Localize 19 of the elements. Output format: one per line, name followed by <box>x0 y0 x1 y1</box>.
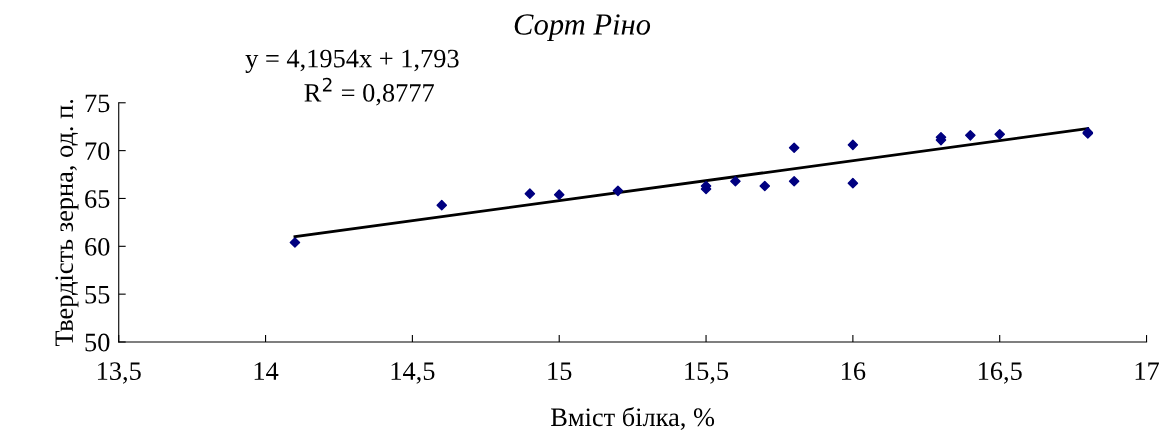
y-tick-label: 55 <box>85 286 110 304</box>
x-tick-label: 17 <box>1135 362 1159 380</box>
x-tick-label: 15 <box>548 362 572 381</box>
text: y = 4,1954x + 1,793 <box>245 49 459 73</box>
x-tick-label: 13,5 <box>97 362 141 384</box>
x-tick-label: 15,5 <box>685 362 729 384</box>
annotation: R$^{2}$ = 0,8777 <box>304 77 434 106</box>
y-tick-label: 60 <box>85 237 110 256</box>
x-tick-label: 14 <box>254 362 279 380</box>
x-tick-label: 16 <box>842 362 866 381</box>
x-tick-label: 16,5 <box>978 362 1022 384</box>
y-axis-title: Твердість зерна, од. п. <box>55 99 79 347</box>
chart-title: Сорт Ріно <box>514 14 651 41</box>
y-tick-label: 65 <box>85 190 110 208</box>
y-tick-label: 75 <box>85 94 110 113</box>
x-axis-title: Вміст білка, % <box>551 407 715 430</box>
y-tick-label: 50 <box>85 333 110 352</box>
x-tick-label: 14,5 <box>391 362 435 384</box>
y-tick-label: 70 <box>85 142 110 161</box>
